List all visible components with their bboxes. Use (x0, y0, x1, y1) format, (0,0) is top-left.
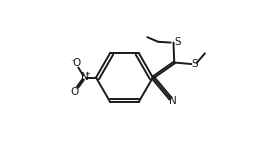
Text: S: S (174, 37, 181, 47)
Text: O: O (71, 87, 79, 97)
Text: +: + (85, 71, 90, 77)
Text: N: N (169, 96, 176, 106)
Text: O: O (73, 58, 81, 68)
Text: ⁻: ⁻ (70, 58, 75, 67)
Text: S: S (192, 59, 198, 69)
Text: N: N (81, 73, 88, 82)
